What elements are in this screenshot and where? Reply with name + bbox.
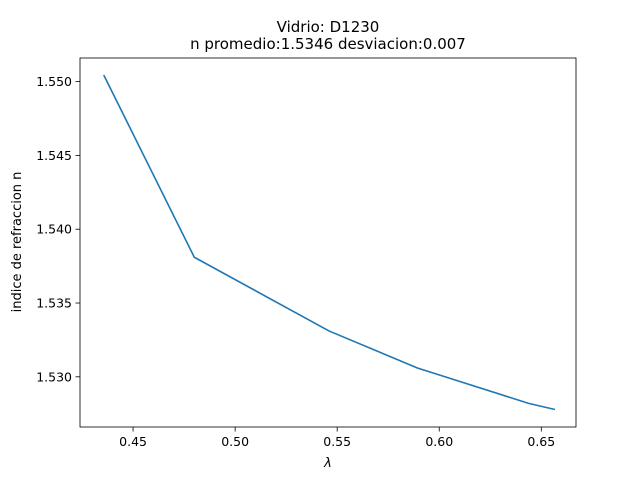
x-tick-label: 0.65 [527, 434, 555, 449]
series-layer [103, 74, 556, 411]
series-line [103, 74, 556, 411]
y-tick-label: 1.545 [36, 148, 72, 163]
x-tick-label: 0.50 [221, 434, 249, 449]
plot-frame [79, 57, 577, 428]
chart-title: Vidrio: D1230 [277, 18, 380, 36]
x-tick-label: 0.55 [323, 434, 351, 449]
y-tick-label: 1.530 [36, 369, 72, 384]
y-tick-label: 1.550 [36, 74, 72, 89]
y-axis: 1.530 1.535 1.540 1.545 1.550 [36, 74, 80, 384]
x-axis-label: λ [323, 456, 332, 471]
y-tick-label: 1.535 [36, 296, 72, 311]
plot-area [79, 57, 577, 428]
chart-subtitle: n promedio:1.5346 desviacion:0.007 [190, 35, 466, 53]
x-axis: 0.45 0.50 0.55 0.60 0.65 [119, 427, 555, 449]
x-tick-label: 0.45 [119, 434, 147, 449]
y-tick-label: 1.540 [36, 222, 72, 237]
y-axis-label: indice de refraccion n [10, 172, 25, 313]
x-tick-label: 0.60 [425, 434, 453, 449]
